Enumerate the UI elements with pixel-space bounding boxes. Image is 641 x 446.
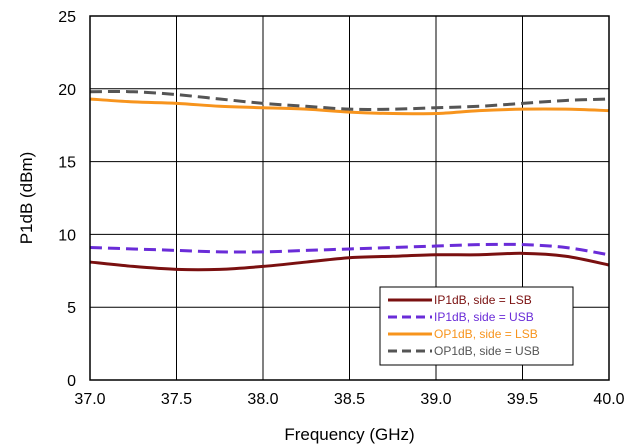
x-tick-label: 37.0 xyxy=(74,391,105,408)
x-tick-label: 38.5 xyxy=(334,391,365,408)
legend: IP1dB, side = LSB IP1dB, side = USB OP1dB,… xyxy=(379,286,574,366)
series-line-2 xyxy=(89,242,610,257)
x-tick-label: 38.0 xyxy=(247,391,278,408)
series-line-4 xyxy=(89,89,610,111)
legend-entry: OP1dB, side = USB xyxy=(434,344,540,358)
series-lines xyxy=(89,89,610,272)
y-tick-label: 5 xyxy=(67,300,76,317)
y-tick-labels: 0 5 10 15 20 25 xyxy=(58,9,76,390)
x-tick-labels: 37.0 37.5 38.0 38.5 39.0 39.5 40.0 xyxy=(74,391,624,408)
y-tick-label: 10 xyxy=(58,227,76,244)
series-line-3 xyxy=(89,97,610,116)
series-line-1 xyxy=(89,251,610,272)
x-tick-label: 40.0 xyxy=(593,391,624,408)
y-tick-label: 25 xyxy=(58,9,76,26)
y-tick-label: 20 xyxy=(58,82,76,99)
y-axis-label: P1dB (dBm) xyxy=(17,152,36,245)
legend-entry: IP1dB, side = LSB xyxy=(434,293,532,307)
x-tick-label: 37.5 xyxy=(161,391,192,408)
legend-entry: IP1dB, side = USB xyxy=(434,310,534,324)
plot-frame xyxy=(89,15,610,381)
y-tick-label: 0 xyxy=(67,373,76,390)
x-tick-label: 39.0 xyxy=(420,391,451,408)
x-tick-label: 39.5 xyxy=(507,391,538,408)
x-axis-label: Frequency (GHz) xyxy=(284,425,414,444)
y-tick-label: 15 xyxy=(58,155,76,172)
legend-entry: OP1dB, side = LSB xyxy=(434,327,538,341)
